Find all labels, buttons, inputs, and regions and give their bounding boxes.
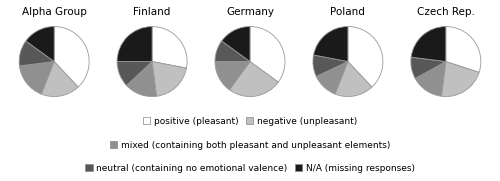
Wedge shape [335,62,372,96]
Wedge shape [215,62,250,90]
Wedge shape [152,62,186,96]
Wedge shape [415,62,446,96]
Wedge shape [314,27,348,62]
Wedge shape [20,62,54,94]
Wedge shape [117,62,152,85]
Wedge shape [442,62,479,96]
Wedge shape [26,27,54,62]
Wedge shape [313,55,348,76]
Wedge shape [19,41,54,66]
Wedge shape [411,27,446,62]
Wedge shape [222,27,250,62]
Wedge shape [215,41,250,62]
Wedge shape [54,27,89,87]
Wedge shape [230,62,278,96]
Wedge shape [446,27,481,72]
Wedge shape [411,57,446,78]
Wedge shape [117,27,152,62]
Title: Czech Rep.: Czech Rep. [417,7,475,17]
Title: Alpha Group: Alpha Group [22,7,86,17]
Wedge shape [152,27,187,68]
Wedge shape [316,62,348,94]
Wedge shape [348,27,383,87]
Wedge shape [250,27,285,82]
Wedge shape [42,62,78,96]
Title: Germany: Germany [226,7,274,17]
Legend: neutral (containing no emotional valence), N/A (missing responses): neutral (containing no emotional valence… [86,163,414,172]
Wedge shape [126,62,156,96]
Title: Finland: Finland [134,7,171,17]
Title: Poland: Poland [330,7,366,17]
